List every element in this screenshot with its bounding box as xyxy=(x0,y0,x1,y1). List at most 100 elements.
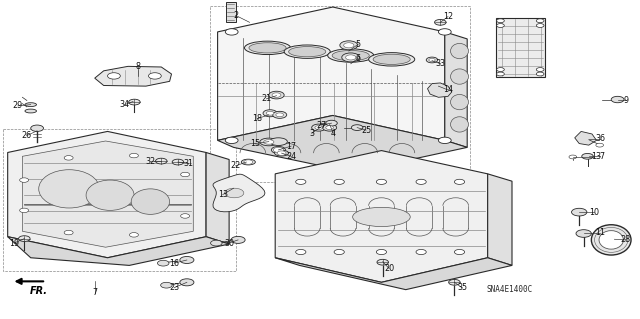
Text: 27: 27 xyxy=(316,121,326,130)
Text: 26: 26 xyxy=(22,131,32,140)
Circle shape xyxy=(536,24,544,27)
Ellipse shape xyxy=(241,159,255,165)
Circle shape xyxy=(225,137,238,144)
Text: 1: 1 xyxy=(591,152,596,161)
Circle shape xyxy=(129,99,140,105)
Ellipse shape xyxy=(599,231,623,249)
Circle shape xyxy=(129,233,138,237)
Ellipse shape xyxy=(289,47,326,57)
Text: 29: 29 xyxy=(13,101,23,110)
Circle shape xyxy=(596,143,604,147)
Text: 7: 7 xyxy=(92,288,97,297)
Circle shape xyxy=(244,160,253,164)
Polygon shape xyxy=(213,174,265,212)
Circle shape xyxy=(31,125,44,131)
Circle shape xyxy=(225,29,238,35)
Circle shape xyxy=(277,151,286,155)
Polygon shape xyxy=(488,174,512,265)
Circle shape xyxy=(161,282,172,288)
Text: 10: 10 xyxy=(589,208,599,217)
Circle shape xyxy=(497,68,504,71)
Ellipse shape xyxy=(269,138,287,145)
Circle shape xyxy=(438,137,451,144)
Ellipse shape xyxy=(284,45,330,58)
Circle shape xyxy=(180,256,194,263)
Polygon shape xyxy=(218,115,467,172)
Polygon shape xyxy=(95,66,172,86)
Ellipse shape xyxy=(332,50,369,61)
Circle shape xyxy=(334,249,344,255)
Text: 24: 24 xyxy=(286,152,296,161)
Circle shape xyxy=(156,158,167,164)
Circle shape xyxy=(172,159,184,165)
Text: 30: 30 xyxy=(224,239,234,248)
Text: 12: 12 xyxy=(443,12,453,21)
Ellipse shape xyxy=(260,138,278,146)
Ellipse shape xyxy=(266,111,274,115)
Text: 31: 31 xyxy=(184,159,194,168)
Ellipse shape xyxy=(131,189,170,214)
Ellipse shape xyxy=(312,124,326,131)
Polygon shape xyxy=(428,83,452,97)
Text: 32: 32 xyxy=(145,157,156,166)
Circle shape xyxy=(180,214,189,218)
Ellipse shape xyxy=(249,43,286,53)
Ellipse shape xyxy=(276,113,284,117)
Ellipse shape xyxy=(25,103,36,107)
Text: 33: 33 xyxy=(435,59,445,68)
Polygon shape xyxy=(445,32,467,147)
Text: 2: 2 xyxy=(233,11,238,20)
Circle shape xyxy=(576,230,591,237)
Polygon shape xyxy=(496,18,545,77)
Circle shape xyxy=(536,68,544,71)
Circle shape xyxy=(438,29,451,35)
Ellipse shape xyxy=(273,111,287,118)
Circle shape xyxy=(376,249,387,255)
Circle shape xyxy=(449,279,460,285)
Ellipse shape xyxy=(451,43,468,59)
Circle shape xyxy=(572,208,587,216)
Ellipse shape xyxy=(346,55,356,60)
Polygon shape xyxy=(22,141,193,247)
Polygon shape xyxy=(575,131,596,145)
Circle shape xyxy=(454,179,465,184)
Ellipse shape xyxy=(353,207,410,226)
Circle shape xyxy=(611,96,624,103)
Ellipse shape xyxy=(323,124,337,131)
Ellipse shape xyxy=(451,69,468,84)
Polygon shape xyxy=(275,258,512,290)
Text: 6: 6 xyxy=(356,54,361,63)
Ellipse shape xyxy=(86,180,134,211)
Text: 23: 23 xyxy=(169,283,179,292)
Ellipse shape xyxy=(591,225,631,255)
Ellipse shape xyxy=(342,53,360,62)
Ellipse shape xyxy=(451,117,468,132)
Ellipse shape xyxy=(315,126,323,130)
Circle shape xyxy=(497,24,504,27)
Circle shape xyxy=(157,260,169,266)
Ellipse shape xyxy=(326,126,333,130)
Text: 15: 15 xyxy=(250,139,260,148)
Circle shape xyxy=(351,125,363,130)
Polygon shape xyxy=(8,237,229,265)
Circle shape xyxy=(225,188,244,198)
Text: FR.: FR. xyxy=(29,286,47,295)
Text: 36: 36 xyxy=(595,134,605,143)
Circle shape xyxy=(416,179,426,184)
Circle shape xyxy=(20,208,29,212)
Ellipse shape xyxy=(272,93,281,97)
Circle shape xyxy=(64,230,73,235)
Text: 34: 34 xyxy=(120,100,130,109)
Ellipse shape xyxy=(39,170,100,208)
Circle shape xyxy=(180,279,194,286)
Ellipse shape xyxy=(451,94,468,110)
Text: 22: 22 xyxy=(230,161,241,170)
Circle shape xyxy=(296,249,306,255)
Circle shape xyxy=(569,155,577,159)
Circle shape xyxy=(376,179,387,184)
Polygon shape xyxy=(206,152,229,244)
Circle shape xyxy=(211,240,222,246)
Ellipse shape xyxy=(344,43,354,48)
Circle shape xyxy=(536,72,544,76)
Ellipse shape xyxy=(271,146,285,153)
